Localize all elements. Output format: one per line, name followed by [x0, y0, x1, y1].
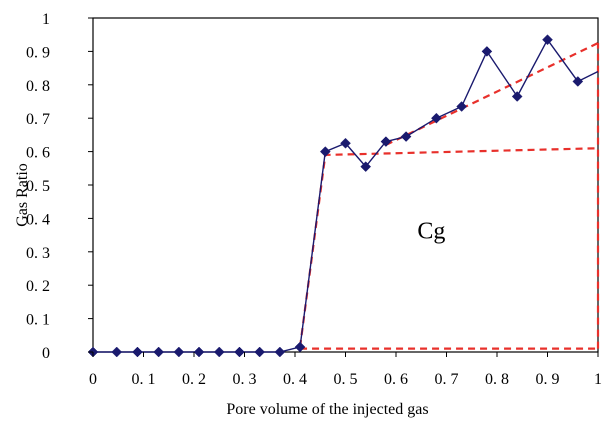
x-axis-title: Pore volume of the injected gas	[226, 401, 428, 418]
series-line	[93, 38, 599, 353]
data-point-marker	[254, 346, 266, 358]
y-tick-label: 0. 2	[26, 278, 50, 295]
y-tick-label: 0. 6	[26, 145, 50, 162]
data-point-marker	[511, 91, 523, 102]
y-tick-label: 0. 7	[26, 111, 50, 128]
y-tick-label: 0. 9	[26, 44, 50, 61]
y-axis-title: Gas Ratio	[14, 163, 31, 227]
data-point-marker	[193, 346, 205, 358]
data-point-marker	[572, 76, 584, 87]
data-point-marker	[153, 346, 165, 358]
y-tick-label: 0. 4	[26, 211, 50, 228]
data-point-marker	[481, 46, 493, 57]
y-tick-label: 0. 1	[26, 312, 50, 329]
x-tick-label: 0. 6	[384, 371, 408, 388]
plot-area-frame	[92, 17, 599, 353]
data-point-marker	[431, 112, 442, 124]
data-point-marker	[234, 346, 245, 358]
data-point-marker	[542, 34, 553, 46]
data-point-marker	[380, 136, 392, 147]
data-point-marker	[173, 346, 185, 358]
y-tick-label: 0. 5	[26, 178, 50, 195]
data-point-marker	[213, 346, 225, 358]
x-tick-label: 0. 5	[334, 371, 358, 388]
x-tick-label: 0. 3	[233, 371, 257, 388]
data-point-marker	[111, 346, 123, 358]
y-tick-label: 0. 8	[26, 78, 50, 95]
x-tick-label: 0. 8	[485, 371, 509, 388]
data-point-marker	[294, 341, 306, 353]
x-tick-label: 0. 7	[435, 371, 459, 388]
data-point-marker	[274, 346, 286, 358]
y-tick-label: 1	[42, 11, 50, 28]
x-tick-label: 0. 9	[536, 371, 560, 388]
x-tick-label: 1	[594, 371, 602, 388]
y-tick-label: 0. 3	[26, 245, 50, 262]
data-point-marker	[456, 101, 468, 112]
data-point-marker	[132, 346, 143, 358]
x-tick-label: 0. 2	[182, 371, 206, 388]
x-tick-label: 0. 4	[283, 371, 307, 388]
dashed-reference-line	[298, 147, 599, 348]
y-tick-label: 0	[42, 345, 50, 362]
data-point-marker	[340, 137, 351, 149]
x-tick-label: 0	[89, 371, 97, 388]
cg-region-annotation: Cg	[417, 218, 445, 244]
data-point-marker	[319, 146, 331, 157]
data-point-marker	[400, 131, 412, 142]
data-point-marker	[360, 161, 372, 172]
x-tick-label: 0. 1	[132, 371, 156, 388]
